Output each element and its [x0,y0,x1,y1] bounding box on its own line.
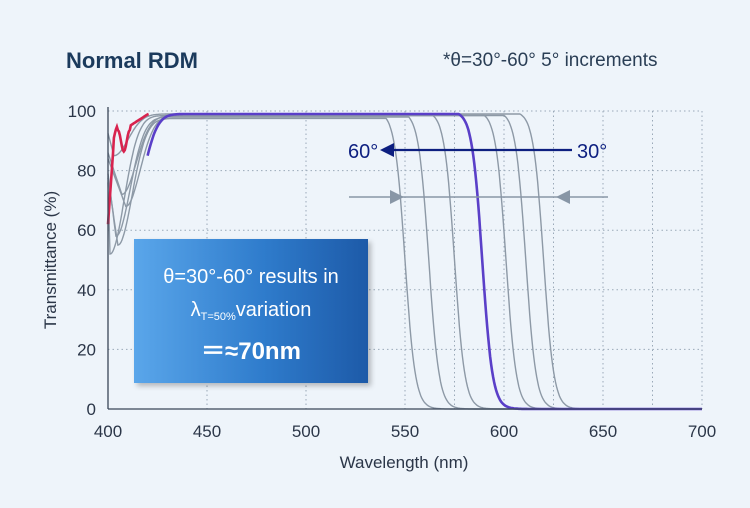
chart-title: Normal RDM [66,48,199,73]
variation-text: variation [235,299,312,321]
arrow-range-head-left [390,190,404,204]
result-callout: θ=30°-60° results in λT=50%variation ＝≈7… [134,239,368,383]
curve-red-segment [106,112,150,225]
y-axis-label: Transmittance (%) [41,191,60,329]
lambda-subscript: T=50% [200,311,236,323]
x-axis-label: Wavelength (nm) [340,453,469,472]
y-tick-label: 20 [77,340,96,359]
y-tick-label: 0 [87,400,96,419]
callout-line-2: λT=50%variation [134,299,368,323]
lambda-symbol: λ [190,299,201,321]
callout-line-1: θ=30°-60° results in [163,266,339,288]
y-tick-label: 100 [68,102,96,121]
y-tick-label: 40 [77,281,96,300]
callout-line-3: ＝≈70nm [201,338,301,365]
x-tick-label: 500 [292,422,320,441]
x-tick-label: 550 [391,422,419,441]
arrow-60-30-head [380,143,394,157]
increment-note: *θ=30°-60° 5° increments [443,50,658,71]
arrow-range-head-right [556,190,570,204]
x-tick-label: 600 [490,422,518,441]
x-tick-label: 450 [193,422,221,441]
label-60-degrees: 60° [348,141,378,163]
annotation-arrows [349,143,608,204]
y-tick-label: 80 [77,162,96,181]
x-tick-label: 700 [688,422,716,441]
label-30-degrees: 30° [577,141,607,163]
axes [107,107,702,410]
x-tick-label: 400 [94,422,122,441]
y-tick-label: 60 [77,221,96,240]
tick-labels: 400 450 500 550 600 650 700 0 20 40 60 80 100 [68,102,717,441]
x-tick-label: 650 [589,422,617,441]
